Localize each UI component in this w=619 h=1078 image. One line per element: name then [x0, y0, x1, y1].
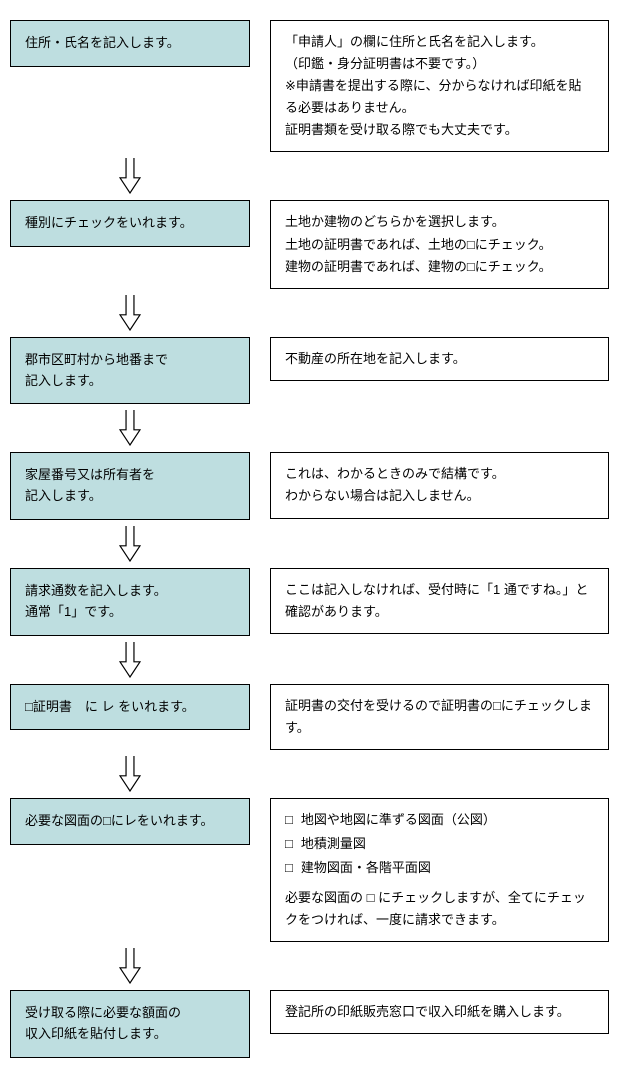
- checklist-item: □ 地図や地図に準ずる図面（公図）: [285, 809, 594, 831]
- flow-row: □証明書 に レ をいれます。証明書の交付を受けるので証明書の□にチェックします…: [10, 684, 609, 750]
- flow-left-column: □証明書 に レ をいれます。: [10, 684, 250, 731]
- step-box: 住所・氏名を記入します。: [10, 20, 250, 67]
- flow-arrow: [10, 750, 250, 798]
- checklist-item-label: 建物図面・各階平面図: [301, 857, 431, 879]
- flow-left-column: 必要な図面の□にレをいれます。: [10, 798, 250, 845]
- flow-left-column: 請求通数を記入します。 通常「1」です。: [10, 568, 250, 636]
- description-after-text: 必要な図面の □ にチェックしますが、全てにチェックをつければ、一度に請求できま…: [285, 887, 594, 931]
- arrow-down-icon: [119, 295, 141, 331]
- flow-left-column: 種別にチェックをいれます。: [10, 200, 250, 247]
- flow-left-column: 郡市区町村から地番まで 記入します。: [10, 337, 250, 405]
- description-box: □ 地図や地図に準ずる図面（公図） □ 地積測量図 □ 建物図面・各階平面図必要な図面の …: [270, 798, 609, 942]
- description-box: 証明書の交付を受けるので証明書の□にチェックします。: [270, 684, 609, 750]
- flow-row: 種別にチェックをいれます。土地か建物のどちらかを選択します。 土地の証明書であれ…: [10, 200, 609, 288]
- checkbox-icon: □: [285, 833, 293, 855]
- flow-left-column: 住所・氏名を記入します。: [10, 20, 250, 67]
- arrow-down-icon: [119, 642, 141, 678]
- description-box: これは、わかるときのみで結構です。 わからない場合は記入しません。: [270, 452, 609, 518]
- flowchart-container: 住所・氏名を記入します。「申請人」の欄に住所と氏名を記入します。 （印鑑・身分証…: [10, 20, 609, 1058]
- arrow-down-icon: [119, 410, 141, 446]
- description-box: 登記所の印紙販売窓口で収入印紙を購入します。: [270, 990, 609, 1034]
- arrow-down-icon: [119, 158, 141, 194]
- checkbox-icon: □: [285, 857, 293, 879]
- flow-row: 郡市区町村から地番まで 記入します。不動産の所在地を記入します。: [10, 337, 609, 405]
- flow-arrow: [10, 152, 250, 200]
- description-box: 土地か建物のどちらかを選択します。 土地の証明書であれば、土地の□にチェック。 …: [270, 200, 609, 288]
- flow-left-column: 受け取る際に必要な額面の 収入印紙を貼付します。: [10, 990, 250, 1058]
- step-box: 種別にチェックをいれます。: [10, 200, 250, 247]
- description-box: ここは記入しなければ、受付時に「1 通ですね。」と確認があります。: [270, 568, 609, 634]
- step-box: □証明書 に レ をいれます。: [10, 684, 250, 731]
- flow-arrow: [10, 636, 250, 684]
- flow-left-column: 家屋番号又は所有者を 記入します。: [10, 452, 250, 520]
- flow-arrow: [10, 942, 250, 990]
- step-box: 受け取る際に必要な額面の 収入印紙を貼付します。: [10, 990, 250, 1058]
- checklist-item-label: 地積測量図: [301, 833, 366, 855]
- flow-row: 請求通数を記入します。 通常「1」です。ここは記入しなければ、受付時に「1 通で…: [10, 568, 609, 636]
- arrow-down-icon: [119, 948, 141, 984]
- arrow-down-icon: [119, 756, 141, 792]
- flow-row: 必要な図面の□にレをいれます。 □ 地図や地図に準ずる図面（公図） □ 地積測量図 □ 建物…: [10, 798, 609, 942]
- flow-arrow: [10, 404, 250, 452]
- checklist-item-label: 地図や地図に準ずる図面（公図）: [301, 809, 496, 831]
- description-box: 不動産の所在地を記入します。: [270, 337, 609, 381]
- checklist-item: □ 地積測量図: [285, 833, 594, 855]
- arrow-down-icon: [119, 526, 141, 562]
- step-box: 家屋番号又は所有者を 記入します。: [10, 452, 250, 520]
- checklist-item: □ 建物図面・各階平面図: [285, 857, 594, 879]
- step-box: 必要な図面の□にレをいれます。: [10, 798, 250, 845]
- flow-arrow: [10, 289, 250, 337]
- checkbox-icon: □: [285, 809, 293, 831]
- flow-row: 住所・氏名を記入します。「申請人」の欄に住所と氏名を記入します。 （印鑑・身分証…: [10, 20, 609, 152]
- flow-arrow: [10, 520, 250, 568]
- step-box: 郡市区町村から地番まで 記入します。: [10, 337, 250, 405]
- step-box: 請求通数を記入します。 通常「1」です。: [10, 568, 250, 636]
- flow-row: 受け取る際に必要な額面の 収入印紙を貼付します。登記所の印紙販売窓口で収入印紙を…: [10, 990, 609, 1058]
- description-box: 「申請人」の欄に住所と氏名を記入します。 （印鑑・身分証明書は不要です。） ※申…: [270, 20, 609, 152]
- flow-row: 家屋番号又は所有者を 記入します。これは、わかるときのみで結構です。 わからない…: [10, 452, 609, 520]
